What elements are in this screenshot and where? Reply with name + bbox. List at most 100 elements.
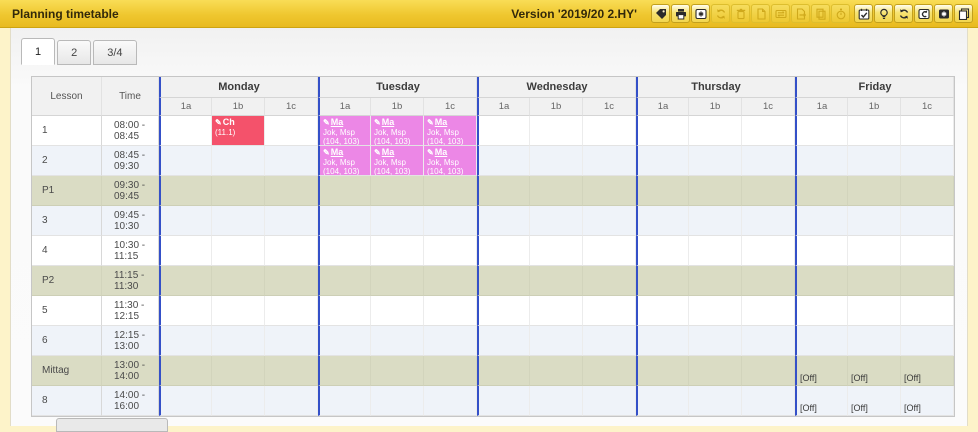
schedule-cell[interactable]: [636, 386, 689, 416]
schedule-cell[interactable]: [742, 236, 795, 266]
refresh-button[interactable]: [711, 4, 730, 23]
stopwatch-button[interactable]: [831, 4, 850, 23]
schedule-cell[interactable]: [318, 176, 371, 206]
schedule-cell[interactable]: [477, 206, 530, 236]
schedule-cell[interactable]: [583, 176, 636, 206]
schedule-cell[interactable]: [424, 296, 477, 326]
schedule-cell[interactable]: [795, 266, 848, 296]
schedule-cell[interactable]: [795, 236, 848, 266]
schedule-cell[interactable]: [265, 236, 318, 266]
schedule-cell[interactable]: [848, 266, 901, 296]
schedule-cell[interactable]: [689, 266, 742, 296]
schedule-cell[interactable]: [477, 386, 530, 416]
schedule-cell[interactable]: ✎Ma Jok, Msp (104, 103): [318, 116, 371, 146]
print-button[interactable]: [671, 4, 690, 23]
schedule-cell[interactable]: [742, 146, 795, 176]
schedule-cell[interactable]: [265, 296, 318, 326]
schedule-cell[interactable]: [159, 116, 212, 146]
schedule-cell[interactable]: [265, 266, 318, 296]
schedule-cell[interactable]: [318, 296, 371, 326]
lesson-entry[interactable]: ✎Ma Jok, Msp (104, 103): [424, 146, 476, 175]
schedule-cell[interactable]: [742, 326, 795, 356]
schedule-cell[interactable]: ✎Ma Jok, Msp (104, 103): [424, 146, 477, 176]
schedule-cell[interactable]: [Off]: [901, 386, 954, 416]
schedule-cell[interactable]: [265, 176, 318, 206]
schedule-cell[interactable]: [848, 326, 901, 356]
schedule-cell[interactable]: [424, 386, 477, 416]
schedule-cell[interactable]: [530, 146, 583, 176]
tab-1[interactable]: 1: [21, 38, 56, 65]
schedule-cell[interactable]: [583, 116, 636, 146]
schedule-cell[interactable]: [636, 146, 689, 176]
schedule-cell[interactable]: [159, 296, 212, 326]
schedule-cell[interactable]: [424, 236, 477, 266]
schedule-cell[interactable]: [212, 266, 265, 296]
schedule-cell[interactable]: [901, 146, 954, 176]
schedule-cell[interactable]: [477, 296, 530, 326]
schedule-cell[interactable]: [901, 116, 954, 146]
schedule-cell[interactable]: [371, 206, 424, 236]
schedule-cell[interactable]: [742, 176, 795, 206]
schedule-cell[interactable]: [371, 236, 424, 266]
new-page-button[interactable]: [751, 4, 770, 23]
calendar-check-button[interactable]: [854, 4, 873, 23]
schedule-cell[interactable]: [742, 266, 795, 296]
schedule-cell[interactable]: [424, 326, 477, 356]
schedule-cell[interactable]: [265, 146, 318, 176]
schedule-cell[interactable]: [848, 116, 901, 146]
schedule-cell[interactable]: [848, 176, 901, 206]
schedule-cell[interactable]: [159, 146, 212, 176]
schedule-cell[interactable]: [901, 236, 954, 266]
schedule-cell[interactable]: [371, 296, 424, 326]
export-page-button[interactable]: [791, 4, 810, 23]
schedule-cell[interactable]: [795, 146, 848, 176]
schedule-cell[interactable]: [265, 116, 318, 146]
schedule-cell[interactable]: [318, 326, 371, 356]
schedule-cell[interactable]: [583, 146, 636, 176]
schedule-cell[interactable]: [742, 356, 795, 386]
schedule-cell[interactable]: [424, 356, 477, 386]
schedule-cell[interactable]: [Off]: [848, 356, 901, 386]
schedule-cell[interactable]: [159, 266, 212, 296]
schedule-cell[interactable]: [212, 176, 265, 206]
schedule-cell[interactable]: [583, 386, 636, 416]
lesson-entry[interactable]: ✎Ma Jok, Msp (104, 103): [371, 146, 423, 175]
schedule-cell[interactable]: [265, 356, 318, 386]
schedule-cell[interactable]: [159, 386, 212, 416]
sync-button[interactable]: [894, 4, 913, 23]
schedule-cell[interactable]: [530, 356, 583, 386]
schedule-cell[interactable]: [530, 176, 583, 206]
schedule-cell[interactable]: [371, 356, 424, 386]
schedule-cell[interactable]: [742, 296, 795, 326]
schedule-cell[interactable]: [318, 236, 371, 266]
schedule-cell[interactable]: [848, 236, 901, 266]
schedule-cell[interactable]: [477, 146, 530, 176]
schedule-cell[interactable]: [530, 206, 583, 236]
schedule-cell[interactable]: [636, 176, 689, 206]
schedule-cell[interactable]: [477, 326, 530, 356]
copy-pages-button[interactable]: [811, 4, 830, 23]
schedule-cell[interactable]: [636, 326, 689, 356]
schedule-cell[interactable]: [212, 296, 265, 326]
lesson-entry[interactable]: ✎Ma Jok, Msp (104, 103): [371, 116, 423, 145]
schedule-cell[interactable]: [689, 146, 742, 176]
schedule-cell[interactable]: [848, 206, 901, 236]
schedule-cell[interactable]: [318, 266, 371, 296]
tag-button[interactable]: [651, 4, 670, 23]
schedule-cell[interactable]: [371, 326, 424, 356]
schedule-cell[interactable]: [212, 236, 265, 266]
schedule-cell[interactable]: [689, 176, 742, 206]
lesson-entry[interactable]: ✎Ch (11.1): [212, 116, 264, 145]
schedule-cell[interactable]: [371, 266, 424, 296]
schedule-cell[interactable]: [636, 356, 689, 386]
schedule-cell[interactable]: [583, 206, 636, 236]
schedule-cell[interactable]: [477, 356, 530, 386]
schedule-cell[interactable]: [583, 266, 636, 296]
schedule-cell[interactable]: [265, 206, 318, 236]
schedule-cell[interactable]: [742, 116, 795, 146]
schedule-cell[interactable]: [Off]: [795, 386, 848, 416]
schedule-cell[interactable]: [901, 326, 954, 356]
schedule-cell[interactable]: [689, 386, 742, 416]
schedule-cell[interactable]: [Off]: [901, 356, 954, 386]
schedule-cell[interactable]: [689, 296, 742, 326]
